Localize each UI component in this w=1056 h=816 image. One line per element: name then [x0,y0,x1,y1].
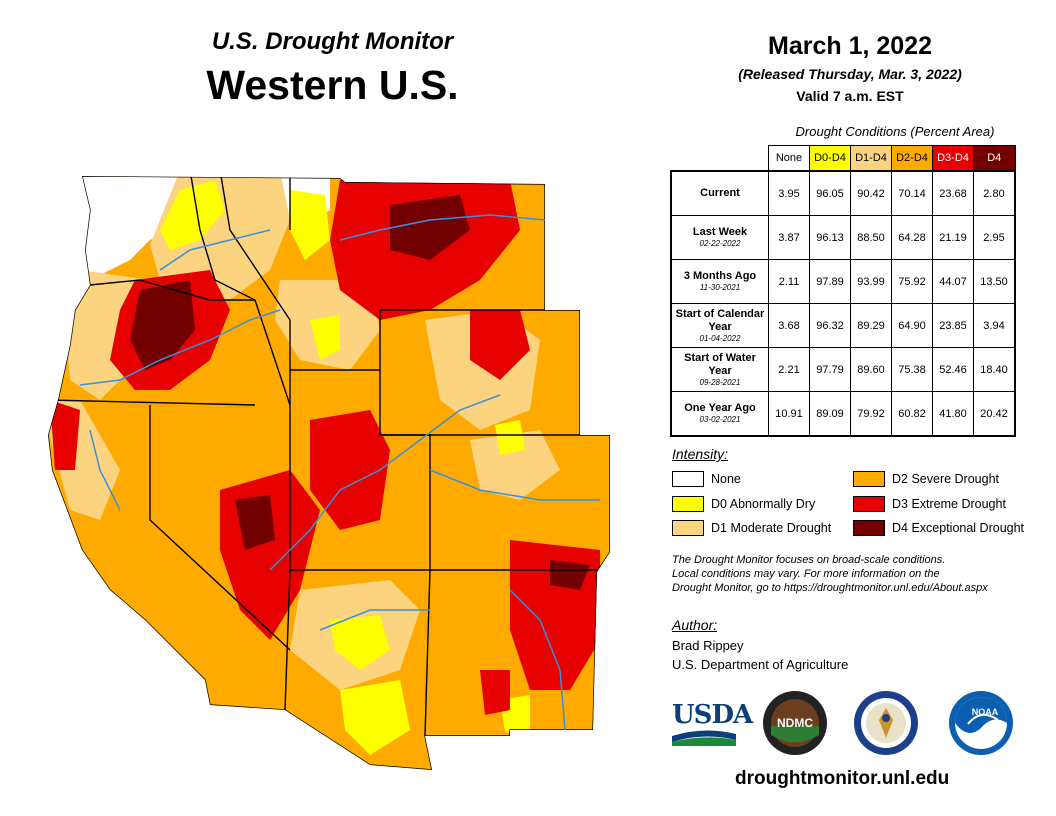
table-row: 3 Months Ago 11-30-2021 2.11 97.89 93.99 75.9… [670,259,1016,304]
table-cell: 96.05 [809,170,851,216]
table-cell: 89.60 [850,347,892,392]
table-cell: 88.50 [850,215,892,260]
col-header-d2-d4: D2-D4 [891,145,933,172]
table-cell: 89.29 [850,303,892,348]
legend-label: D2 Severe Drought [892,472,1000,486]
table-cell: 20.42 [973,391,1016,437]
table-cell: 64.28 [891,215,933,260]
note-line: Local conditions may vary. For more info… [672,568,940,580]
table-cell: 96.13 [809,215,851,260]
table-cell: 41.80 [932,391,974,437]
table-cell: 75.92 [891,259,933,304]
table-cell: 64.90 [891,303,933,348]
table-cell: 79.92 [850,391,892,437]
svg-text:NOAA: NOAA [972,707,999,717]
legend-item-d0: D0 Abnormally Dry [672,496,815,512]
legend-label: D1 Moderate Drought [711,521,832,535]
legend-item-none: None [672,471,741,487]
map-date: March 1, 2022 [768,32,932,60]
table-cell: 96.32 [809,303,851,348]
col-header-none: None [768,145,810,172]
table-cell: 75.38 [891,347,933,392]
legend-swatch [853,496,885,512]
col-header-d3-d4: D3-D4 [932,145,974,172]
legend-title: Intensity: [672,446,729,462]
table-cell: 21.19 [932,215,974,260]
table-cell: 18.40 [973,347,1016,392]
table-cell: 97.79 [809,347,851,392]
table-row: Last Week 02-22-2022 3.87 96.13 88.50 64.28 21… [670,215,1016,260]
release-date: (Released Thursday, Mar. 3, 2022) [738,66,962,82]
table-cell: 2.11 [768,259,810,304]
author-title: Author: [672,617,718,633]
usda-logo: USDA [672,700,753,748]
legend-item-d1: D1 Moderate Drought [672,520,831,536]
legend-label: D3 Extreme Drought [892,497,1006,511]
author-name: Brad Rippey [672,638,744,653]
map-subtitle: U.S. Drought Monitor [211,28,454,55]
table-cell: 23.85 [932,303,974,348]
note-line: Drought Monitor, go to https://droughtmo… [672,582,988,594]
drought-statistics-table: None D0-D4 D1-D4 D2-D4 D3-D4 D4 Current 3… [670,145,1016,437]
table-cell: 44.07 [932,259,974,304]
legend-swatch [853,471,885,487]
ndmc-logo: NDMC [763,691,827,755]
table-cell: 93.99 [850,259,892,304]
row-label: Start of Calendar Year 01-04-2022 [670,303,769,348]
commerce-seal-logo [854,691,918,755]
table-cell: 70.14 [891,170,933,216]
table-row: Start of Calendar Year 01-04-2022 3.68 96.3… [670,303,1016,348]
legend-label: None [711,472,741,486]
table-row: One Year Ago 03-02-2021 10.91 89.09 79.92 60.… [670,391,1016,437]
author-organization: U.S. Department of Agriculture [672,657,849,672]
table-cell: 89.09 [809,391,851,437]
table-caption: Drought Conditions (Percent Area) [795,124,995,139]
table-row: Current 3.95 96.05 90.42 70.14 23.68 2.80 [670,170,1016,216]
col-header-d0-d4: D0-D4 [809,145,851,172]
map-title: Western U.S. [206,62,459,108]
row-label: 3 Months Ago 11-30-2021 [670,259,769,304]
drought-map [48,176,610,770]
note-line: The Drought Monitor focuses on broad-sca… [672,554,946,566]
disclaimer-note: The Drought Monitor focuses on broad-sca… [672,553,1042,595]
table-corner [671,146,769,172]
legend-swatch [672,471,704,487]
table-row: Start of Water Year 09-28-2021 2.21 97.79 89… [670,347,1016,392]
legend-swatch [672,520,704,536]
table-cell: 60.82 [891,391,933,437]
legend-label: D0 Abnormally Dry [711,497,816,511]
svg-text:NDMC: NDMC [777,716,813,730]
row-label: Current [670,170,769,216]
table-cell: 90.42 [850,170,892,216]
table-cell: 10.91 [768,391,810,437]
table-cell: 23.68 [932,170,974,216]
table-cell: 3.68 [768,303,810,348]
table-cell: 3.94 [973,303,1016,348]
noaa-logo: NOAA [949,691,1013,755]
legend-swatch [853,520,885,536]
row-label: Start of Water Year 09-28-2021 [670,347,769,392]
table-cell: 3.95 [768,170,810,216]
legend-item-d4: D4 Exceptional Drought [853,520,1024,536]
legend-item-d3: D3 Extreme Drought [853,496,1006,512]
website-url[interactable]: droughtmonitor.unl.edu [735,768,950,789]
row-label: One Year Ago 03-02-2021 [670,391,769,437]
table-cell: 52.46 [932,347,974,392]
table-cell: 2.95 [973,215,1016,260]
legend-swatch [672,496,704,512]
table-cell: 2.21 [768,347,810,392]
legend-label: D4 Exceptional Drought [892,521,1025,535]
table-cell: 3.87 [768,215,810,260]
legend-item-d2: D2 Severe Drought [853,471,999,487]
col-header-d1-d4: D1-D4 [850,145,892,172]
valid-time: Valid 7 a.m. EST [796,88,904,104]
table-cell: 97.89 [809,259,851,304]
table-cell: 13.50 [973,259,1016,304]
col-header-d4: D4 [973,145,1016,172]
row-label: Last Week 02-22-2022 [670,215,769,260]
table-cell: 2.80 [973,170,1016,216]
